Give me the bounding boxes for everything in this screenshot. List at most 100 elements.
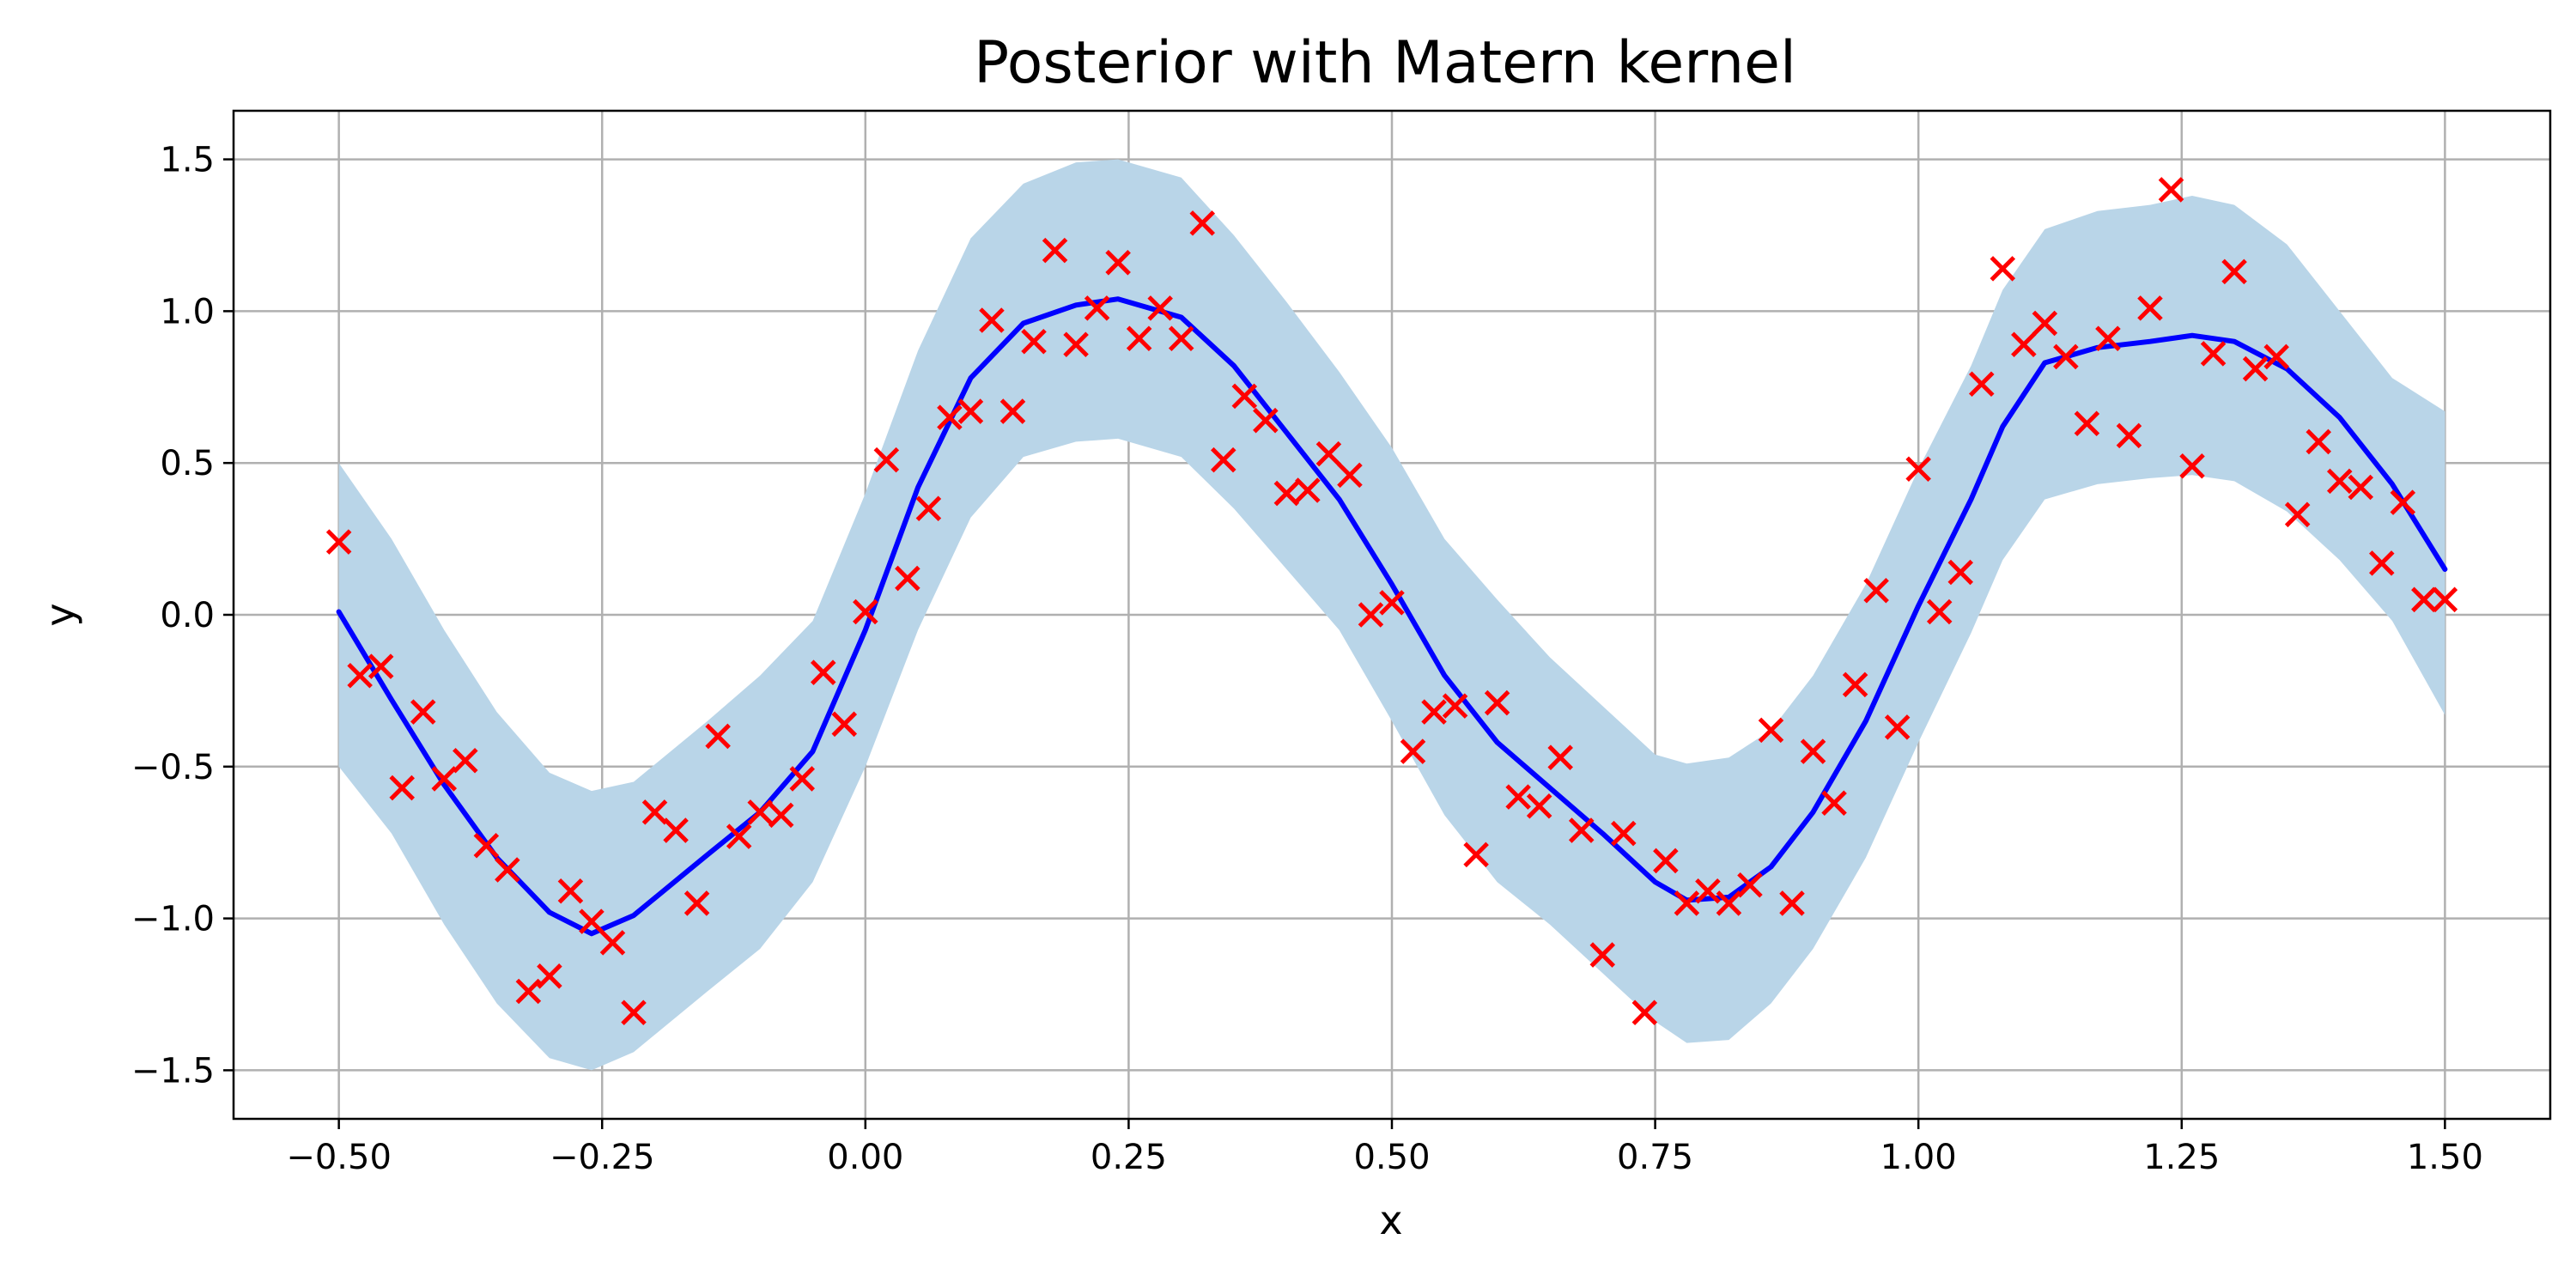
observation-point bbox=[1463, 841, 1489, 868]
y-axis-label: y bbox=[37, 603, 83, 626]
observation-point bbox=[1126, 325, 1152, 351]
observation-point bbox=[683, 890, 710, 916]
observation-point bbox=[1484, 690, 1510, 716]
observation-point bbox=[2053, 343, 2079, 370]
x-axis-ticks: −0.50 −0.25 0.00 0.25 0.50 0.75 1.00 1.25 1.50 bbox=[286, 1119, 2483, 1177]
observation-point bbox=[410, 699, 436, 725]
observation-point bbox=[1295, 477, 1321, 503]
observation-point bbox=[325, 529, 352, 555]
observation-point bbox=[2137, 295, 2163, 321]
observation-point bbox=[1758, 717, 1784, 744]
observation-point bbox=[999, 398, 1026, 424]
observation-point bbox=[537, 963, 562, 989]
observation-point bbox=[1800, 738, 1826, 764]
observation-point bbox=[1631, 999, 1658, 1025]
observation-point bbox=[495, 857, 520, 883]
observation-point bbox=[1042, 237, 1068, 264]
observation-point bbox=[1211, 447, 1236, 473]
observation-point bbox=[1821, 790, 1847, 817]
observation-point bbox=[768, 802, 794, 829]
x-tick-label: −0.50 bbox=[286, 1138, 392, 1177]
x-tick-label: 1.50 bbox=[2407, 1138, 2483, 1177]
observation-point bbox=[2348, 474, 2374, 501]
observation-point bbox=[431, 766, 458, 792]
observation-point bbox=[873, 447, 900, 473]
observation-point bbox=[1674, 890, 1700, 916]
observation-point bbox=[515, 978, 542, 1005]
observation-point bbox=[1379, 590, 1405, 616]
observation-point bbox=[1358, 602, 1384, 628]
observation-point bbox=[347, 662, 373, 689]
observation-point bbox=[1253, 407, 1279, 434]
observation-point bbox=[599, 930, 626, 956]
observation-point bbox=[726, 823, 752, 849]
observation-point bbox=[1884, 714, 1911, 740]
x-tick-label: 0.25 bbox=[1091, 1138, 1167, 1177]
observation-point bbox=[1926, 598, 1953, 625]
y-tick-label: 0.5 bbox=[160, 444, 215, 483]
observation-point bbox=[641, 799, 668, 825]
observation-point bbox=[1189, 210, 1216, 236]
x-tick-label: 1.25 bbox=[2143, 1138, 2220, 1177]
observation-point bbox=[1716, 890, 1742, 916]
observation-point bbox=[2242, 355, 2269, 382]
confidence-band-area bbox=[338, 159, 2445, 1071]
observation-point bbox=[2306, 428, 2331, 455]
observation-point bbox=[2263, 343, 2289, 370]
y-tick-label: 0.0 bbox=[160, 596, 215, 635]
observation-point bbox=[621, 999, 647, 1025]
observation-point bbox=[1695, 878, 1721, 904]
y-axis-ticks: 1.5 1.0 0.5 0.0 −0.5 −1.0 −1.5 bbox=[131, 141, 234, 1091]
observation-point bbox=[2221, 258, 2247, 285]
y-tick-label: 1.5 bbox=[160, 141, 215, 180]
x-tick-label: 0.75 bbox=[1617, 1138, 1693, 1177]
observation-point bbox=[389, 775, 415, 801]
observation-point bbox=[557, 878, 584, 904]
observation-point bbox=[705, 723, 731, 750]
chart-title: Posterior with Matern kernel bbox=[974, 29, 1796, 97]
observation-point bbox=[453, 747, 478, 774]
observation-point bbox=[853, 598, 878, 625]
observation-point bbox=[2095, 325, 2121, 351]
observation-point bbox=[579, 908, 605, 934]
observations bbox=[325, 177, 2458, 1025]
observation-point bbox=[1842, 671, 1868, 698]
observation-point bbox=[1147, 295, 1173, 321]
observation-point bbox=[1863, 577, 1889, 604]
observation-point bbox=[1337, 462, 1363, 489]
observation-point bbox=[1968, 371, 1995, 398]
observation-point bbox=[1231, 383, 1258, 410]
observation-point bbox=[2326, 468, 2353, 495]
observation-point bbox=[1315, 440, 1342, 467]
observation-point bbox=[937, 404, 963, 430]
y-tick-label: −1.5 bbox=[131, 1051, 215, 1091]
observation-point bbox=[1990, 256, 2016, 282]
observation-point bbox=[2411, 586, 2437, 613]
observation-point bbox=[2369, 550, 2395, 576]
observation-point bbox=[1400, 738, 1426, 764]
y-tick-label: −1.0 bbox=[131, 900, 215, 939]
observation-point bbox=[1505, 784, 1531, 810]
observation-point bbox=[1526, 793, 1552, 819]
observation-point bbox=[2432, 586, 2458, 613]
observation-point bbox=[1168, 325, 1194, 351]
observation-point bbox=[1547, 744, 1573, 770]
observation-point bbox=[2284, 501, 2311, 528]
observation-point bbox=[1273, 480, 1300, 507]
x-tick-label: 0.00 bbox=[827, 1138, 903, 1177]
observation-point bbox=[2011, 331, 2037, 358]
observation-point bbox=[1063, 331, 1089, 358]
observation-point bbox=[831, 711, 858, 738]
observation-point bbox=[2116, 422, 2142, 449]
observation-point bbox=[1611, 820, 1637, 847]
observation-point bbox=[1947, 559, 1974, 586]
observation-point bbox=[1021, 328, 1047, 355]
observation-point bbox=[1589, 942, 1616, 968]
observation-point bbox=[1105, 250, 1131, 276]
observation-point bbox=[957, 398, 984, 424]
observation-point bbox=[473, 832, 500, 859]
observation-point bbox=[2074, 410, 2100, 436]
observation-point bbox=[1905, 456, 1931, 483]
observation-point bbox=[1084, 295, 1110, 321]
